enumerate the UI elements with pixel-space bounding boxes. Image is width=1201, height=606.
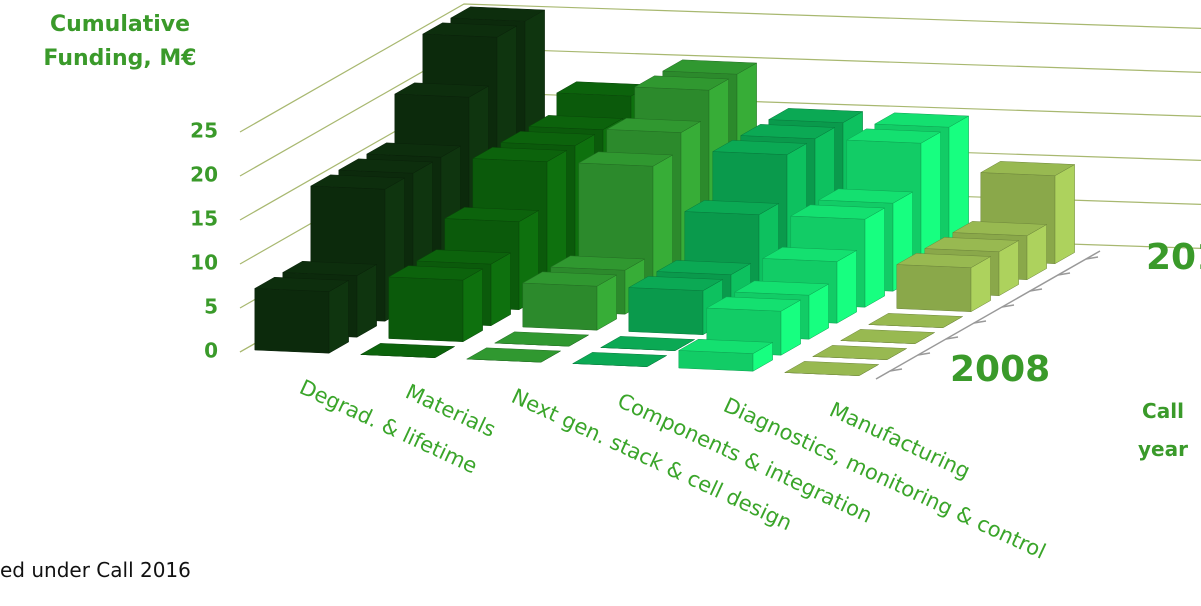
bar-top: [895, 253, 992, 268]
bar-top: [387, 265, 484, 281]
bar-top: [677, 338, 774, 354]
bar-top: [521, 271, 618, 287]
bar-top: [337, 158, 434, 174]
bar-top: [789, 204, 886, 220]
bar-top: [633, 75, 730, 91]
bar-top: [739, 124, 836, 139]
x-tick-label: Degrad. & lifetime: [296, 375, 481, 478]
bar-top: [449, 6, 546, 22]
bar: [387, 265, 484, 343]
bar-front: [628, 287, 704, 335]
bar-top: [359, 343, 456, 358]
bar-top: [683, 200, 780, 215]
bar-top: [867, 313, 964, 328]
bar: [465, 347, 562, 363]
y-tick-label: 15: [190, 207, 218, 231]
bar-side: [864, 207, 885, 308]
bar-top: [571, 352, 668, 367]
bar-side: [836, 249, 857, 324]
bar: [599, 336, 696, 351]
bar: [783, 361, 880, 376]
bar-top: [839, 329, 936, 344]
bar-top: [499, 131, 596, 146]
bar-top: [465, 347, 562, 363]
bar-top: [443, 207, 540, 222]
bar-top: [365, 142, 462, 158]
bar-top: [471, 147, 568, 162]
bar-side: [490, 252, 511, 327]
grid-line: [239, 3, 1201, 133]
bar-top: [705, 296, 802, 312]
bar: [683, 200, 780, 304]
bar-side: [356, 263, 377, 338]
footnote: ed under Call 2016: [0, 558, 191, 582]
y-tick-label: 20: [190, 163, 218, 187]
bar-top: [733, 280, 830, 296]
bar-top: [811, 345, 908, 360]
bar-top: [661, 59, 758, 75]
bar-front: [678, 350, 754, 372]
bar-top: [493, 331, 590, 347]
bar-top: [527, 115, 624, 130]
bar: [677, 338, 774, 372]
bar-top: [281, 260, 378, 276]
y-axis-title: Cumulative Funding, M€: [43, 12, 197, 71]
bar-top: [923, 237, 1020, 252]
bar: [359, 343, 456, 358]
bar-side: [1054, 164, 1075, 265]
bar-top: [817, 188, 914, 204]
bar-front: [254, 288, 330, 354]
bar-front: [388, 276, 464, 342]
bar-top: [951, 221, 1048, 236]
z-tick-label: 2015: [1146, 237, 1201, 278]
bar: [867, 313, 964, 328]
y-tick-label: 5: [204, 295, 218, 319]
bar: [493, 331, 590, 347]
bar-top: [627, 276, 724, 291]
bar: [253, 276, 350, 354]
bar-front: [522, 282, 598, 331]
bar-top: [979, 161, 1076, 176]
bar: [571, 352, 668, 367]
z-axis-line: [875, 250, 1101, 380]
bar-front: [896, 264, 972, 312]
bar-top: [421, 22, 518, 38]
bar-side: [328, 279, 349, 354]
bar: [895, 253, 992, 313]
z-axis-title: Call year: [1138, 399, 1188, 461]
bar-top: [415, 249, 512, 265]
bar: [521, 271, 618, 331]
bar-top: [309, 174, 406, 190]
bar-top: [253, 276, 350, 292]
bar-top: [767, 108, 864, 123]
bar: [839, 329, 936, 344]
bar-top: [655, 260, 752, 275]
y-tick-label: 10: [190, 251, 218, 275]
bar-top: [761, 246, 858, 262]
y-tick-label: 0: [204, 339, 218, 363]
bar-top: [845, 128, 942, 144]
bar-top: [711, 140, 808, 155]
bar-top: [577, 151, 674, 167]
bar-top: [605, 117, 702, 133]
bar-side: [462, 268, 483, 343]
y-tick-label: 25: [190, 119, 218, 143]
bar-top: [393, 82, 490, 98]
z-tick-label: 2008: [950, 349, 1050, 390]
bar-top: [783, 361, 880, 376]
bar: [811, 345, 908, 360]
bar-top: [549, 255, 646, 271]
bar-top: [599, 336, 696, 351]
bar-top: [873, 112, 970, 128]
